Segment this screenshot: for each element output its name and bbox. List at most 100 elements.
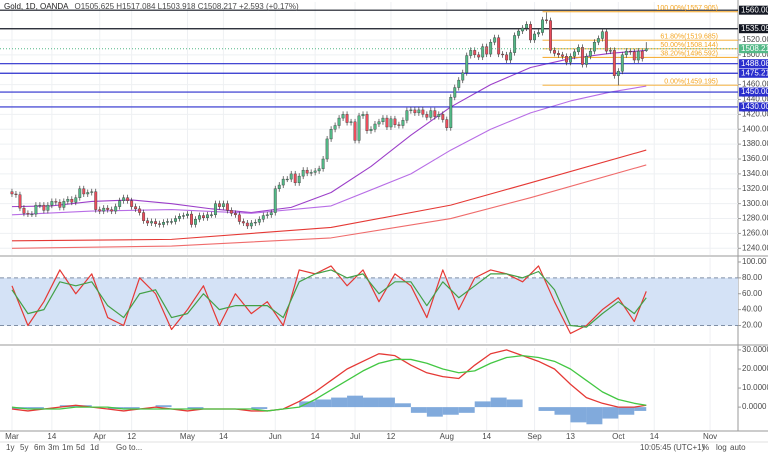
histogram-bar [586, 407, 603, 425]
candle-body [90, 191, 94, 193]
histogram-bar [538, 407, 555, 411]
candle-body [245, 222, 249, 227]
x-tick-label: 13 [566, 432, 575, 441]
level-label-box [739, 68, 768, 78]
x-tick-label: 12 [127, 432, 136, 441]
x-tick-label: Jul [350, 432, 360, 441]
candle-body [545, 19, 548, 21]
candle-body [325, 138, 329, 160]
range-button[interactable]: 6m [34, 443, 45, 452]
y-tick-label: 40.00 [742, 305, 763, 314]
x-tick-label: 14 [650, 432, 659, 441]
histogram-bar [315, 399, 332, 408]
candle-body [561, 54, 564, 57]
candle-body [592, 41, 596, 52]
candle-body [517, 30, 521, 36]
range-button[interactable]: 1m [62, 443, 73, 452]
candle-body [409, 109, 413, 111]
y-tick-label: 20.0000 [742, 364, 768, 373]
candle-body [600, 31, 604, 39]
candle-body [521, 27, 525, 32]
candle-body [445, 119, 449, 128]
candle-body [50, 201, 54, 206]
candle-body [489, 41, 493, 55]
candle-body [122, 197, 126, 201]
candle-body [202, 215, 205, 218]
range-button[interactable]: 5y [20, 443, 28, 452]
scale-option[interactable]: % [702, 443, 709, 452]
candle-body [158, 223, 162, 225]
y-tick-label: 0.0000 [742, 402, 767, 411]
candle-body [608, 50, 612, 52]
range-button[interactable]: 1d [90, 443, 99, 452]
candle-body [397, 124, 401, 126]
candle-body [401, 120, 405, 126]
candle-body [393, 118, 397, 125]
level-label: 1430.000 [741, 102, 768, 111]
macd-line [11, 354, 647, 412]
x-tick-label: Aug [440, 432, 454, 441]
y-tick-label: 1440.000 [742, 95, 768, 104]
fibonacci-label: 100.00%(1557.905) [657, 5, 719, 12]
histogram-bar [251, 407, 268, 410]
candle-body [429, 110, 433, 118]
candle-body [269, 212, 273, 216]
y-tick-label: 1520.000 [742, 35, 768, 44]
range-button[interactable]: 3m [48, 443, 59, 452]
candle-body [70, 198, 74, 203]
candle-body [206, 214, 209, 218]
candle-body [377, 121, 381, 125]
x-tick-label: Mar [5, 432, 19, 441]
level-label-box [739, 102, 768, 112]
candle-body [18, 194, 22, 209]
candle-body [345, 114, 349, 123]
candle-body [198, 215, 201, 220]
candle-body [281, 178, 285, 186]
candle-body [413, 109, 417, 114]
level-label-box [739, 59, 768, 69]
macd-line [11, 349, 647, 412]
moving-average [11, 149, 647, 242]
candle-body [453, 87, 457, 98]
candle-body [604, 31, 608, 52]
candle-body [162, 222, 165, 225]
stochastic-band [0, 277, 738, 326]
level-label: 1475.215 [741, 68, 768, 77]
candle-body [365, 114, 369, 131]
candle-body [529, 24, 532, 41]
x-tick-label: 14 [219, 432, 228, 441]
y-tick-label: 1460.000 [742, 80, 768, 89]
candle-body [457, 79, 461, 88]
candle-body [369, 129, 373, 131]
candle-body [289, 173, 293, 180]
range-button[interactable]: 5d [76, 443, 85, 452]
candle-body [477, 54, 481, 58]
candle-body [217, 203, 221, 207]
candle-body [54, 201, 58, 203]
candle-body [42, 204, 46, 211]
candle-body [525, 24, 529, 29]
candle-body [74, 197, 78, 203]
scale-option[interactable]: auto [730, 443, 746, 452]
candle-body [62, 201, 66, 208]
candle-body [576, 47, 580, 53]
candle-body [182, 215, 185, 217]
range-button[interactable]: 1y [6, 443, 14, 452]
candle-body [389, 118, 393, 128]
candle-body [82, 188, 86, 195]
candle-body [341, 114, 345, 119]
histogram-bar [506, 399, 523, 408]
level-label-box [739, 5, 768, 15]
candle-body [138, 208, 142, 213]
goto-button[interactable]: Go to... [116, 443, 142, 452]
candle-body [301, 169, 305, 177]
candle-body [441, 114, 445, 120]
candle-body [285, 178, 289, 181]
histogram-bar [299, 401, 316, 408]
level-label: 1450.000 [741, 87, 768, 96]
candle-body [166, 221, 169, 223]
candle-body [277, 184, 281, 189]
scale-option[interactable]: log [716, 443, 727, 452]
candle-body [142, 212, 146, 221]
candle-body [513, 35, 517, 53]
